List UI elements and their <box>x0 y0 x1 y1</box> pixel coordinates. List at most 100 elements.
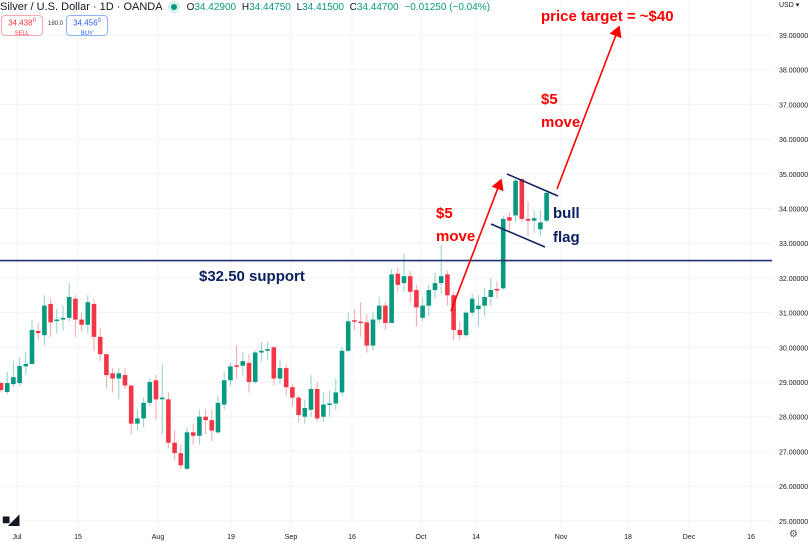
price-axis[interactable]: 39.00000 38.00000 37.00000 36.00000 35.00000… <box>779 33 808 526</box>
candle[interactable] <box>48 298 53 337</box>
candle[interactable] <box>60 305 66 330</box>
candle[interactable] <box>420 296 425 322</box>
candle[interactable] <box>265 342 270 360</box>
candle[interactable] <box>153 375 159 421</box>
candle[interactable] <box>327 390 332 417</box>
candle[interactable] <box>321 392 326 422</box>
candle[interactable] <box>240 352 246 376</box>
candle[interactable] <box>426 284 432 317</box>
candle[interactable] <box>445 270 450 306</box>
candle[interactable] <box>97 328 103 362</box>
candle[interactable] <box>29 319 35 365</box>
candle[interactable] <box>370 312 376 351</box>
candle[interactable] <box>457 321 463 341</box>
candle[interactable] <box>314 382 320 422</box>
candle[interactable] <box>271 345 277 386</box>
gear-icon[interactable]: ⚙ <box>789 529 798 540</box>
candle[interactable] <box>538 210 543 237</box>
candle[interactable] <box>228 362 233 386</box>
candle[interactable] <box>252 350 258 384</box>
candle[interactable] <box>519 179 525 223</box>
candle[interactable] <box>0 382 4 393</box>
candle[interactable] <box>91 298 97 351</box>
candle[interactable] <box>290 383 295 407</box>
candle[interactable] <box>364 314 370 353</box>
candle[interactable] <box>451 291 456 341</box>
sell-button[interactable]: 34.4380 SELL <box>1 15 43 37</box>
candle[interactable] <box>507 211 512 232</box>
candle[interactable] <box>414 284 419 327</box>
candle[interactable] <box>395 267 401 292</box>
candle[interactable] <box>401 253 407 292</box>
candle[interactable] <box>544 191 549 223</box>
candle[interactable] <box>66 283 72 322</box>
candle[interactable] <box>42 295 47 346</box>
candle[interactable] <box>209 409 215 441</box>
candle[interactable] <box>463 310 469 337</box>
candle[interactable] <box>54 309 60 334</box>
candle[interactable] <box>407 270 413 303</box>
candle[interactable] <box>73 295 78 337</box>
candle[interactable] <box>432 272 438 299</box>
candle[interactable] <box>376 296 382 324</box>
candle[interactable] <box>500 215 506 291</box>
candle[interactable] <box>283 364 289 396</box>
candle[interactable] <box>482 288 487 317</box>
move2-arrow[interactable] <box>556 25 622 190</box>
candle[interactable] <box>513 179 518 223</box>
candle[interactable] <box>308 375 314 417</box>
candle[interactable] <box>469 293 475 317</box>
candle[interactable] <box>389 269 394 324</box>
candle[interactable] <box>166 392 171 448</box>
candle[interactable] <box>104 354 109 389</box>
candle[interactable] <box>116 368 122 400</box>
candle[interactable] <box>438 244 444 294</box>
candle[interactable] <box>122 368 128 389</box>
candle[interactable] <box>259 342 264 362</box>
buy-button[interactable]: 34.4560 BUY <box>66 15 108 37</box>
flag-lower-line[interactable] <box>490 223 546 248</box>
candle[interactable] <box>302 399 308 424</box>
candle[interactable] <box>476 295 481 327</box>
candle[interactable] <box>277 359 283 384</box>
candle[interactable] <box>494 281 500 299</box>
flag-upper-line[interactable] <box>506 173 559 197</box>
candle[interactable] <box>531 210 537 233</box>
candle[interactable] <box>35 323 41 341</box>
candle[interactable] <box>358 302 363 337</box>
candle[interactable] <box>85 295 91 334</box>
candle[interactable] <box>190 423 196 445</box>
candle[interactable] <box>11 361 16 388</box>
candle[interactable] <box>110 368 115 393</box>
candle[interactable] <box>4 371 10 395</box>
candle[interactable] <box>246 354 252 393</box>
candle[interactable] <box>178 444 184 469</box>
candle[interactable] <box>234 345 239 379</box>
candle[interactable] <box>215 395 221 435</box>
candle[interactable] <box>383 302 388 330</box>
candle[interactable] <box>172 430 177 461</box>
candle[interactable] <box>221 371 227 410</box>
candle[interactable] <box>79 312 84 332</box>
move1-arrow[interactable] <box>450 178 504 312</box>
tradingview-logo-icon[interactable]: ■◢ <box>2 511 19 527</box>
time-axis[interactable]: Jul 15 Aug 19 Sep 16 Oct 14 Nov 18 Dec 16 <box>13 534 755 541</box>
candle[interactable] <box>184 427 190 471</box>
candle[interactable] <box>525 201 531 237</box>
candle[interactable] <box>141 397 146 428</box>
candle[interactable] <box>488 277 494 306</box>
candle[interactable] <box>296 395 301 422</box>
candle[interactable] <box>203 409 208 435</box>
candle[interactable] <box>333 378 339 410</box>
candle[interactable] <box>339 347 345 396</box>
symbol-title[interactable]: Silver / U.S. Dollar · 1D · OANDA <box>0 1 163 13</box>
candle[interactable] <box>23 352 29 376</box>
candle[interactable] <box>197 409 202 445</box>
candle[interactable] <box>128 385 134 435</box>
candle[interactable] <box>352 309 357 330</box>
candle[interactable] <box>17 357 22 386</box>
currency-selector[interactable]: USD ▾ <box>779 2 800 9</box>
candle[interactable] <box>135 409 140 431</box>
candle[interactable] <box>147 378 153 407</box>
